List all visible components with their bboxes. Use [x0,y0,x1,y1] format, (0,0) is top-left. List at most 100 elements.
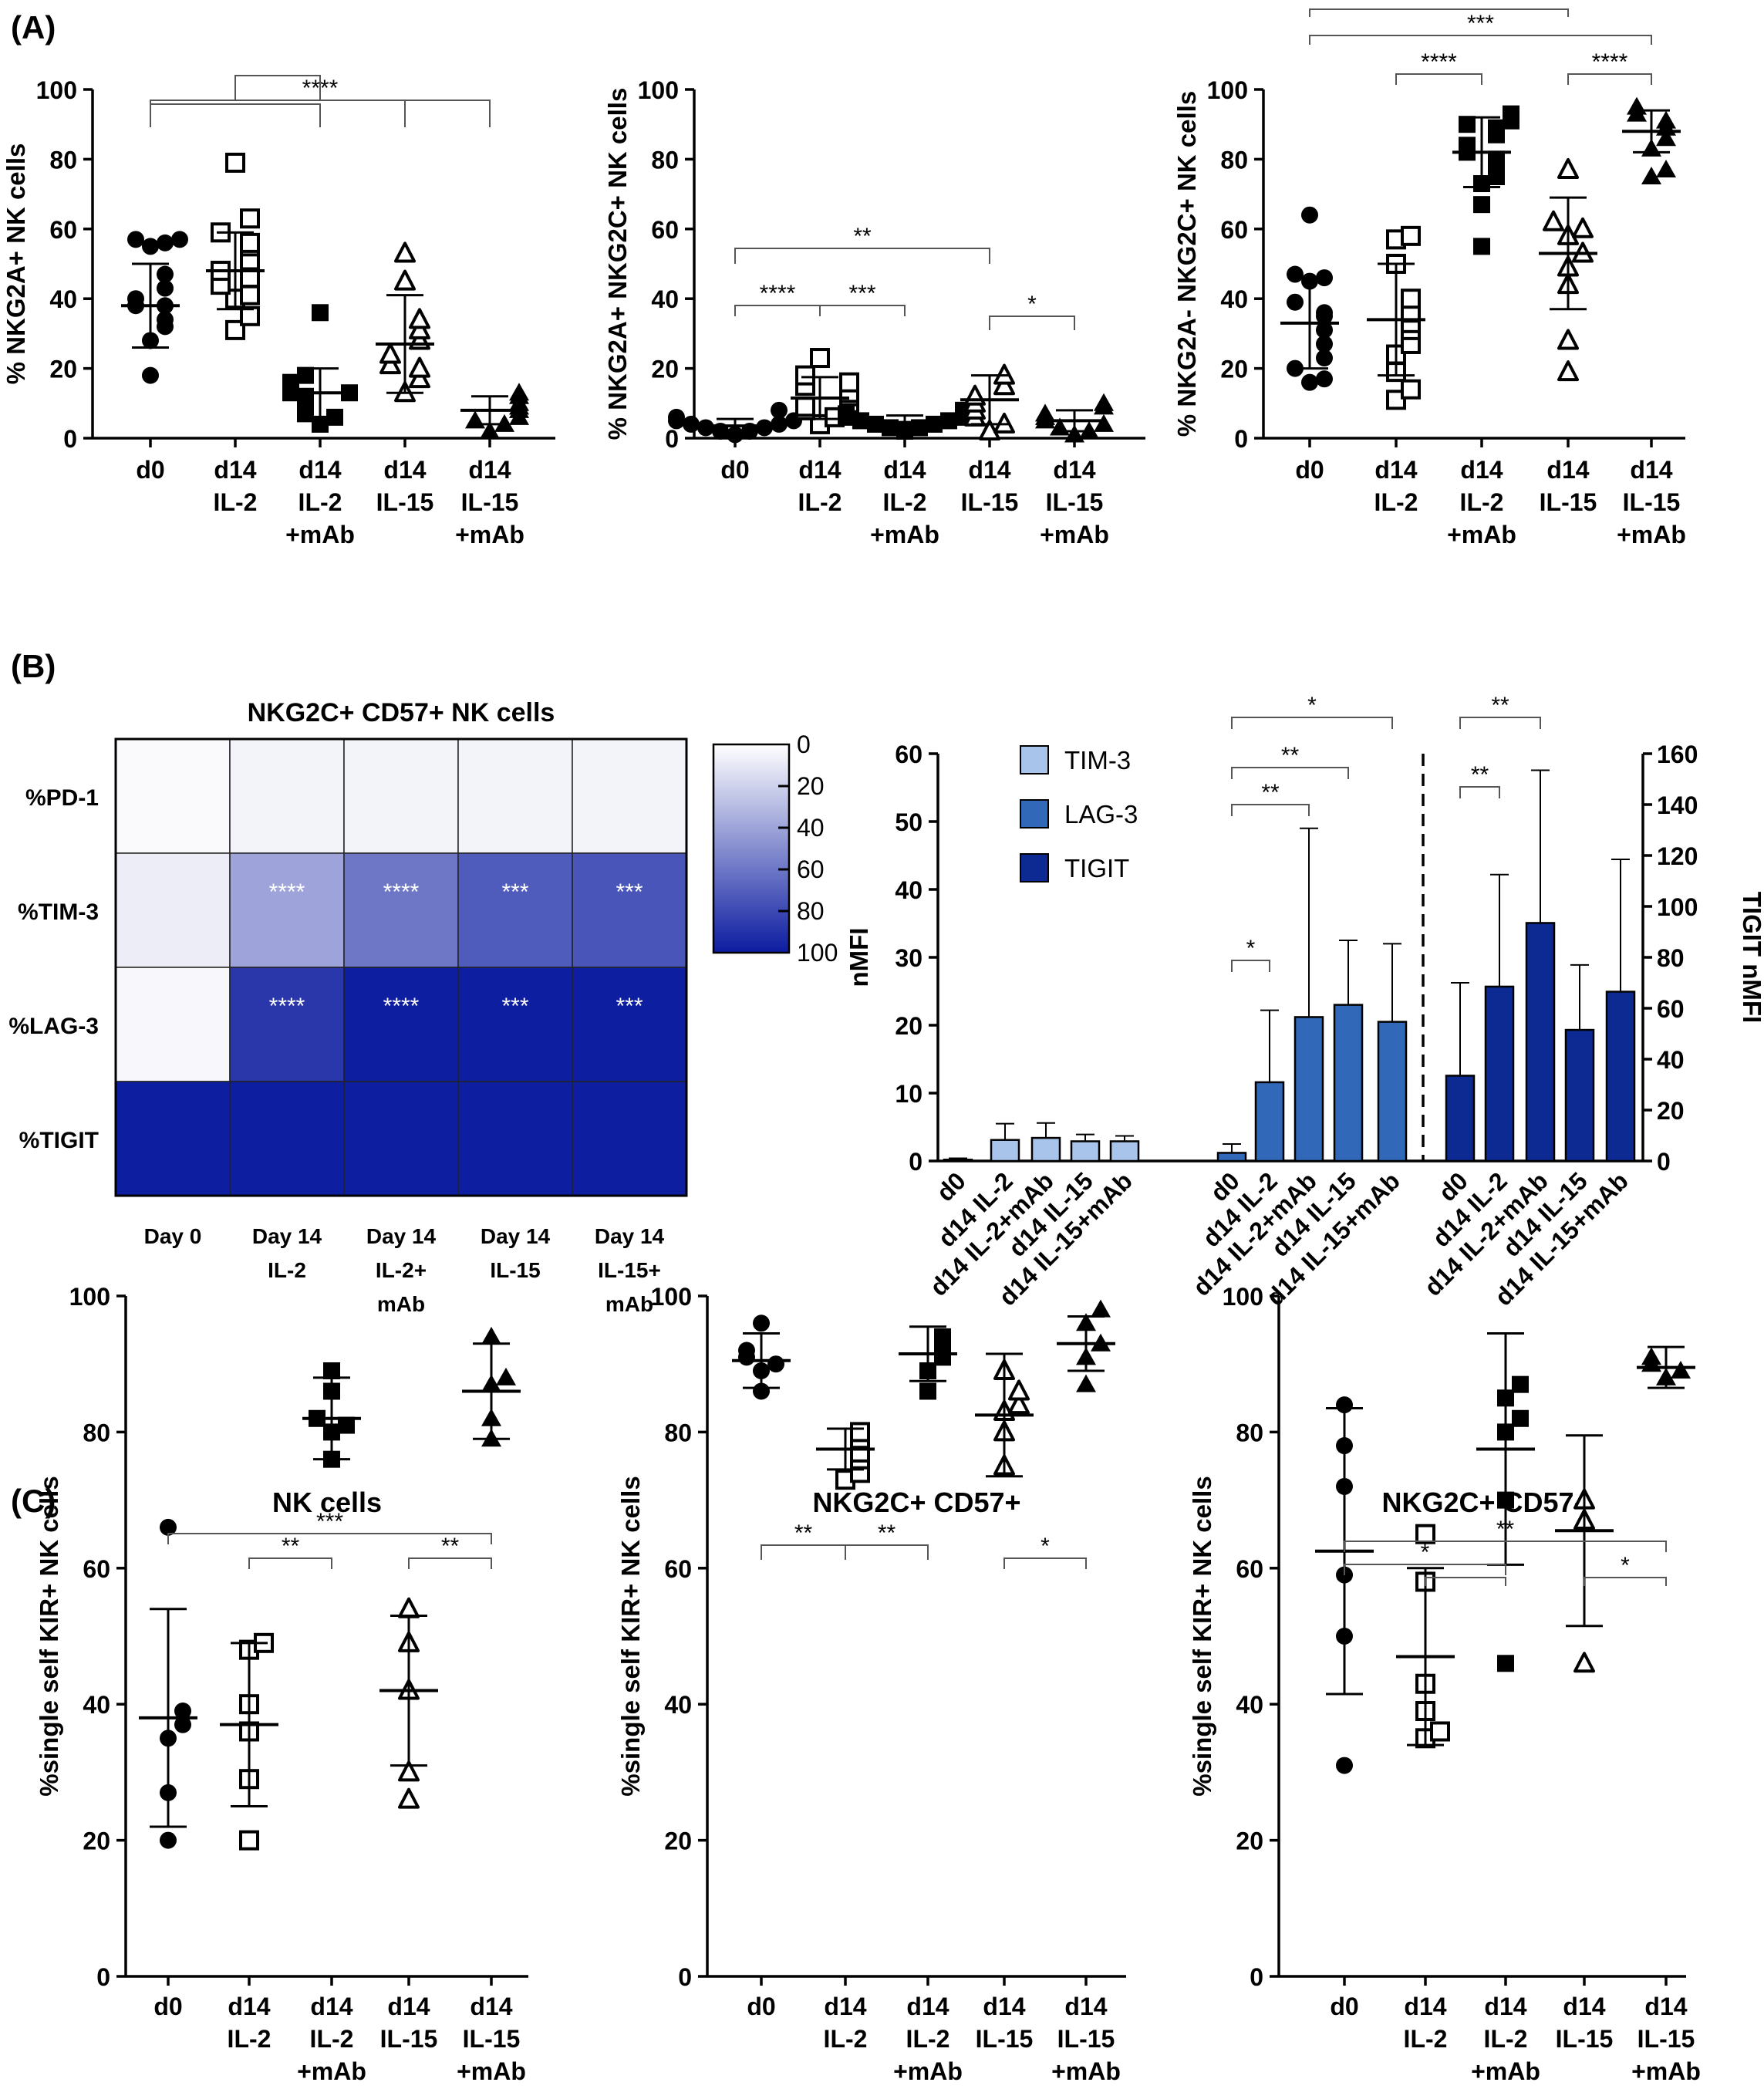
data-point [157,234,174,251]
x-tick-label: d14 [968,456,1010,484]
significance-bracket [1003,1557,1087,1569]
data-point [1641,167,1661,184]
heatmap-annotation: *** [501,879,528,905]
data-point [1543,210,1564,231]
data-point [297,366,314,384]
bar-tim-3 [1070,1140,1101,1163]
significance-label: **** [1592,49,1628,75]
data-point [810,348,830,369]
data-point [240,232,260,253]
significance-label: ** [1281,743,1300,768]
x-tick-label: d14 [1053,456,1095,484]
x-tick-label: IL-2 [798,488,842,516]
data-point [160,1831,177,1849]
x-tick-label: +mAb [285,521,355,548]
y-tick-label: 20 [1236,1827,1263,1855]
x-tick-label: IL-2 [824,2025,868,2053]
y-tick-label: 0 [1234,425,1248,453]
data-point [1573,1652,1595,1673]
y-tick-label: 20 [49,356,77,383]
data-point [409,356,430,378]
chart-nkg2a-neg-nkg2c: 0 20 40 60 80 100% NKG2A- NKG2C+ NK cells d0 d1… [1172,0,1686,548]
x-tick-label: d14 [1460,456,1503,484]
chart-nmfi-bars: 0 10 20 30 40 50 60 0 20 40 60 80 100 120 140 160 nMFI TI… [845,693,1764,1311]
y2-tick-label: 40 [1657,1046,1685,1074]
data-point [1473,238,1490,255]
significance-label: ** [1430,0,1449,10]
heatmap-cell [115,1081,231,1196]
data-point [1415,1524,1435,1544]
significance-label: **** [760,281,796,306]
y-axis-label: % NKG2A+ NK cells [2,143,30,385]
data-point [896,422,913,440]
y-tick-label: 0 [1250,1963,1263,1991]
data-point [1091,1299,1111,1318]
significance-bracket [761,1544,846,1560]
colorbar-tick-label: 60 [797,856,825,883]
data-point [771,415,788,433]
x-tick-label: +mAb [1617,521,1686,548]
significance-label: *** [848,281,875,306]
heatmap-annotation: **** [383,994,420,1019]
x-tick-label: IL-15 [1540,488,1597,516]
data-point [1316,321,1333,339]
x-tick-label: d14 [1630,456,1672,484]
legend-label: TIM-3 [1064,746,1131,775]
data-point [157,311,174,329]
y2-tick-label: 60 [1657,995,1685,1023]
x-tick-label: IL-15 [1623,488,1681,516]
colorbar-tick-label: 40 [797,814,825,842]
y-tick-label: 80 [1220,146,1248,174]
heatmap-cell [115,967,231,1082]
data-point [1656,128,1676,147]
data-point [312,415,329,433]
data-point [867,415,884,433]
data-point [850,1422,870,1443]
x-tick-label: +mAb [1631,2057,1701,2085]
data-point [1459,116,1476,133]
panel-label-a: (A) [11,9,56,46]
data-point [1572,217,1594,238]
data-point [338,1416,355,1434]
significance-label: ** [441,1534,460,1559]
x-tick-label: d14 [228,1993,270,2020]
colorbar [712,743,791,954]
data-point [379,343,401,364]
y2-tick-label: 20 [1657,1097,1685,1125]
data-point [979,419,1000,440]
x-tick-label: IL-15 [976,2025,1034,2053]
data-point [174,1716,191,1733]
x-tick-label: d14 [1064,1993,1107,2020]
data-point [142,238,159,255]
significance-label: *** [316,1509,343,1534]
y-tick-label: 0 [909,1148,922,1176]
y-tick-label: 0 [665,425,679,453]
heatmap-border [114,737,688,1197]
y-tick-label: 80 [83,1419,110,1446]
significance-label: * [1246,936,1256,961]
data-point [1503,105,1519,123]
significance-label: * [1421,1540,1430,1565]
heatmap-col-label: Day 14 [252,1224,322,1248]
data-point [756,419,773,437]
x-tick-label: +mAb [457,2057,526,2085]
y-tick-label: 100 [1223,1283,1263,1311]
data-point [668,408,685,426]
y-tick-label: 80 [664,1419,692,1446]
significance-label: ** [1471,762,1489,788]
data-point [1301,206,1318,224]
heatmap-cell [229,967,345,1082]
chart-kir-cd57-pos: NKG2C+ CD57+ 0 20 40 60 80 100 %single self KIR… [616,1283,1126,2085]
x-tick-label: d14 [310,1993,352,2020]
significance-label: ** [282,1534,300,1559]
data-point [1094,393,1114,411]
data-point [1459,137,1476,154]
legend-swatch [1020,745,1049,775]
chart-nkg2a: 0 20 40 60 80 100 % NKG2A+ NK cells d0 d14 IL-2 d1… [2,75,555,548]
heatmap-annotation: **** [269,994,305,1019]
data-point [1094,413,1114,432]
y-tick-label: 50 [895,808,922,836]
significance-bracket [989,316,1075,330]
y-tick-label: 60 [1220,216,1248,244]
